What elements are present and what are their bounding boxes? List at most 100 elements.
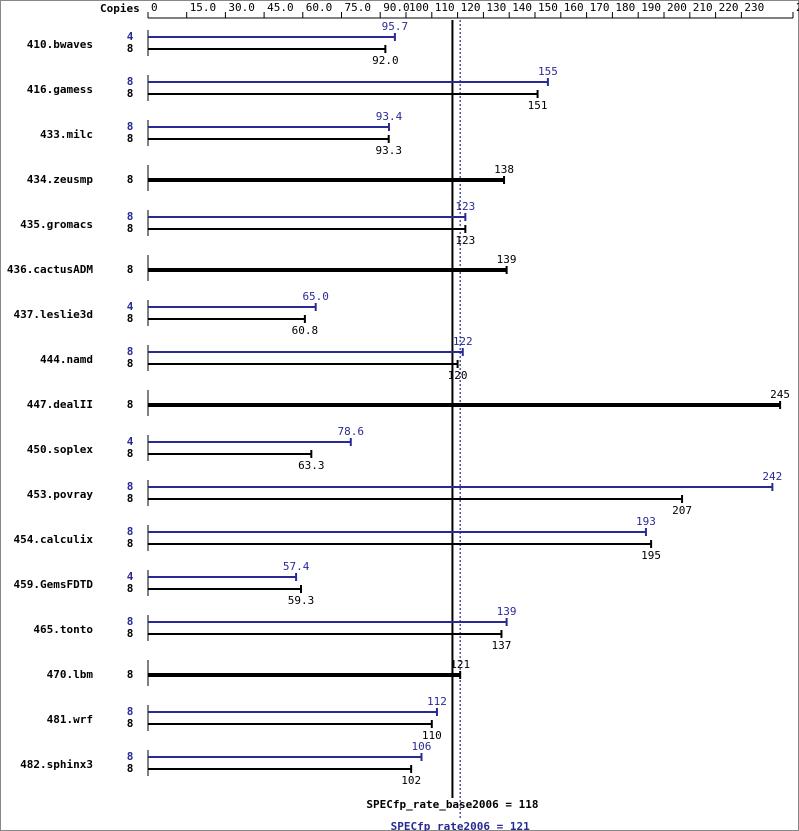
benchmark-name: 437.leslie3d — [14, 308, 93, 321]
value-label: 151 — [528, 99, 548, 112]
copies: 8 — [127, 87, 134, 100]
x-tick-label: 210 — [693, 1, 713, 14]
benchmark-name: 450.soplex — [27, 443, 94, 456]
value-label: 60.8 — [292, 324, 319, 337]
value-label: 195 — [641, 549, 661, 562]
x-tick-label: 30.0 — [228, 1, 255, 14]
x-tick-label: 60.0 — [306, 1, 333, 14]
value-label: 245 — [770, 388, 790, 401]
benchmark-name: 444.namd — [40, 353, 93, 366]
copies: 8 — [127, 398, 134, 411]
copies: 8 — [127, 582, 134, 595]
copies: 8 — [127, 120, 134, 133]
copies: 8 — [127, 210, 134, 223]
benchmark-name: 470.lbm — [47, 668, 94, 681]
copies: 8 — [127, 750, 134, 763]
value-label: 155 — [538, 65, 558, 78]
benchmark-name: 454.calculix — [14, 533, 94, 546]
x-tick-label: 0 — [151, 1, 158, 14]
copies: 8 — [127, 705, 134, 718]
x-tick-label: 220 — [719, 1, 739, 14]
value-label: 207 — [672, 504, 692, 517]
copies: 8 — [127, 312, 134, 325]
x-tick-label: 160 — [564, 1, 584, 14]
reference-label: SPECfp_rate_base2006 = 118 — [366, 798, 538, 811]
copies: 8 — [127, 357, 134, 370]
copies: 4 — [127, 435, 134, 448]
copies: 8 — [127, 173, 134, 186]
value-label: 110 — [422, 729, 442, 742]
value-label: 139 — [497, 605, 517, 618]
x-tick-label: 75.0 — [345, 1, 372, 14]
value-label: 102 — [401, 774, 421, 787]
value-label: 193 — [636, 515, 656, 528]
copies: 8 — [127, 762, 134, 775]
x-tick-label: 120 — [461, 1, 481, 14]
benchmark-name: 436.cactusADM — [7, 263, 93, 276]
copies-header: Copies — [100, 2, 140, 15]
value-label: 138 — [494, 163, 514, 176]
benchmark-name: 434.zeusmp — [27, 173, 94, 186]
copies: 4 — [127, 570, 134, 583]
value-label: 93.4 — [376, 110, 403, 123]
value-label: 242 — [762, 470, 782, 483]
copies: 4 — [127, 30, 134, 43]
value-label: 122 — [453, 335, 473, 348]
x-tick-label: 140 — [512, 1, 532, 14]
copies: 8 — [127, 615, 134, 628]
x-tick-label: 230 — [744, 1, 764, 14]
benchmark-name: 410.bwaves — [27, 38, 93, 51]
copies: 8 — [127, 75, 134, 88]
copies: 8 — [127, 717, 134, 730]
copies: 8 — [127, 132, 134, 145]
value-label: 120 — [448, 369, 468, 382]
x-tick-label: 250 — [796, 1, 799, 14]
x-tick-label: 130 — [486, 1, 506, 14]
value-label: 121 — [450, 658, 470, 671]
benchmark-name: 465.tonto — [33, 623, 93, 636]
copies: 8 — [127, 537, 134, 550]
value-label: 57.4 — [283, 560, 310, 573]
value-label: 92.0 — [372, 54, 399, 67]
value-label: 59.3 — [288, 594, 315, 607]
copies: 8 — [127, 222, 134, 235]
benchmark-name: 447.dealII — [27, 398, 93, 411]
benchmark-name: 416.gamess — [27, 83, 93, 96]
value-label: 106 — [412, 740, 432, 753]
x-tick-label: 90.0 — [383, 1, 410, 14]
copies: 4 — [127, 300, 134, 313]
benchmark-name: 453.povray — [27, 488, 94, 501]
value-label: 112 — [427, 695, 447, 708]
copies: 8 — [127, 42, 134, 55]
benchmark-name: 433.milc — [40, 128, 93, 141]
value-label: 137 — [492, 639, 512, 652]
benchmark-name: 481.wrf — [47, 713, 93, 726]
value-label: 123 — [455, 234, 475, 247]
x-tick-label: 45.0 — [267, 1, 294, 14]
copies: 8 — [127, 492, 134, 505]
reference-label: SPECfp_rate2006 = 121 — [391, 820, 530, 831]
x-tick-label: 100 — [409, 1, 429, 14]
benchmark-name: 482.sphinx3 — [20, 758, 93, 771]
copies: 8 — [127, 447, 134, 460]
value-label: 139 — [497, 253, 517, 266]
value-label: 123 — [455, 200, 475, 213]
x-tick-label: 110 — [435, 1, 455, 14]
copies: 8 — [127, 525, 134, 538]
copies: 8 — [127, 668, 134, 681]
x-tick-label: 150 — [538, 1, 558, 14]
copies: 8 — [127, 263, 134, 276]
benchmark-name: 459.GemsFDTD — [14, 578, 94, 591]
copies: 8 — [127, 345, 134, 358]
x-tick-label: 15.0 — [190, 1, 217, 14]
value-label: 63.3 — [298, 459, 325, 472]
value-label: 95.7 — [382, 20, 409, 33]
x-tick-label: 190 — [641, 1, 661, 14]
value-label: 65.0 — [302, 290, 329, 303]
value-label: 78.6 — [338, 425, 365, 438]
copies: 8 — [127, 480, 134, 493]
x-tick-label: 170 — [590, 1, 610, 14]
